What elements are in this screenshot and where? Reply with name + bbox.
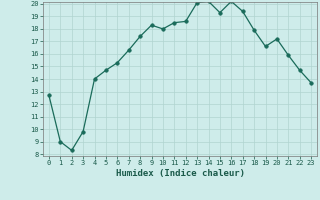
X-axis label: Humidex (Indice chaleur): Humidex (Indice chaleur): [116, 169, 244, 178]
